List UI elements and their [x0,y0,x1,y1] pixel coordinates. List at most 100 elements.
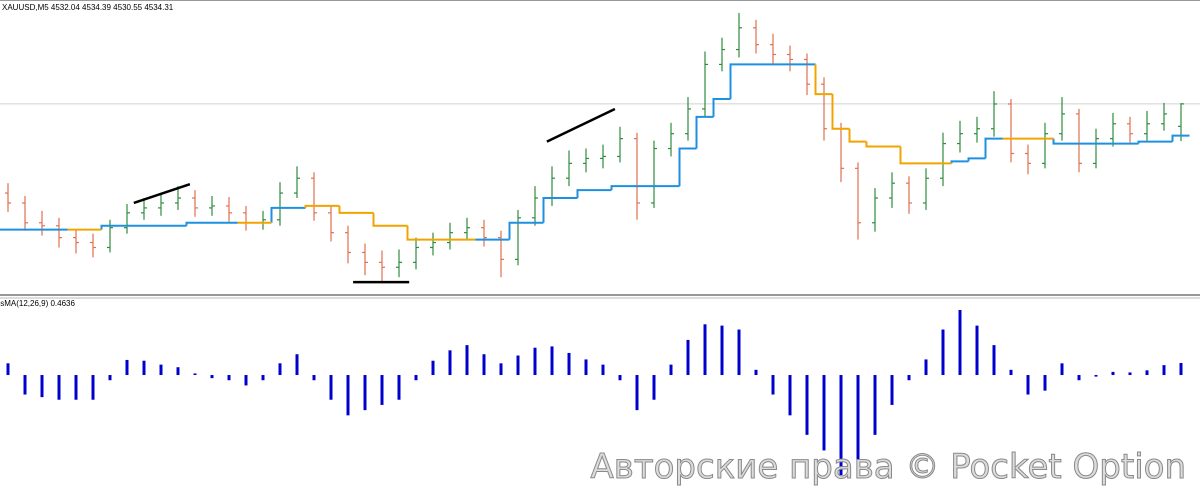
stop-line [610,185,629,191]
stop-line [338,205,357,214]
osma-bar [159,364,163,376]
osma-bar [380,375,384,405]
stop-line [695,115,714,149]
osma-bar [1145,370,1149,376]
osma-bar [465,345,469,376]
osma-bar [975,325,979,376]
stop-line [576,189,595,199]
osma-bar [6,363,10,376]
osma-bar [1077,375,1081,381]
osma-bar [720,325,724,376]
osma-bar [261,375,265,381]
osma-bar [805,375,809,435]
stop-line [542,197,561,223]
osma-bar [907,375,911,381]
stop-line [729,63,748,100]
osma-bar [91,375,95,400]
osma-bar [652,375,656,400]
osma-bar [40,375,44,398]
osma-bar [958,310,962,376]
osma-bar [754,369,758,376]
osma-bar [1128,372,1132,376]
osma-bar [890,375,894,405]
osma-bar [346,375,350,416]
stop-line [185,221,204,226]
osma-bar [23,375,27,395]
trend-line [546,107,616,143]
osma-bar [414,375,418,381]
stop-line [100,224,119,230]
stop-line [814,64,833,96]
osma-header: OsMA(12,26,9) 0.4636 [0,299,75,308]
osma-bar [210,375,214,379]
stop-line [1052,138,1071,145]
stop-line [1137,140,1156,144]
osma-bar [244,375,248,386]
osma-bar [533,347,537,376]
osma-bar [1026,375,1030,395]
osma-bar [686,339,690,376]
osma-bar [703,324,707,376]
osma-bar [499,363,503,376]
price-panel [0,12,1200,284]
osma-bar [856,375,860,460]
osma-bar [635,375,639,411]
osma-bar [584,359,588,376]
osma-bar [550,346,554,376]
osma-bar [57,375,61,400]
osma-bar [941,329,945,376]
osma-bar [1094,375,1098,377]
osma-bar [193,373,197,376]
osma-bar [924,359,928,376]
stop-line [372,212,391,227]
osma-bar [431,360,435,376]
osma-bar [737,329,741,376]
stop-line [678,147,697,187]
osma-bar [771,375,775,395]
stop-line [899,146,918,165]
watermark: Авторские права © Pocket Option [591,447,1186,487]
stop-line [712,98,731,117]
stop-line [865,141,884,148]
osma-bar [1009,369,1013,376]
stop-line [967,157,986,162]
osma-bar [227,375,231,381]
osma-bar [873,375,877,435]
trend-line [133,182,191,205]
osma-bar [601,364,605,376]
osma-bar [448,350,452,376]
osma-bar [839,375,843,476]
osma-bar [125,359,129,376]
stop-line [831,94,850,130]
stop-line [406,225,425,241]
osma-bar [397,375,401,400]
osma-bar [1060,363,1064,376]
stop-line [270,206,289,223]
osma-bar [176,367,180,376]
osma-bar [363,375,367,411]
osma-bar [1179,362,1183,376]
osma-bar [516,355,520,376]
stop-line [1171,134,1190,142]
osma-bar [567,352,571,376]
stop-line [508,221,527,240]
osma-bar [482,354,486,376]
stop-line [304,204,323,208]
osma-bar [108,375,112,381]
osma-bar [74,375,78,400]
osma-bar [1043,375,1047,391]
osma-bar [295,354,299,376]
stop-line [848,128,867,143]
stop-line [984,137,1003,159]
osma-panel [6,310,1183,476]
osma-bar [312,375,316,381]
osma-bar [142,360,146,376]
osma-bar [1162,365,1166,376]
osma-bar [669,364,673,376]
price-header: XAUUSD,M5 4532.04 4534.39 4530.55 4534.3… [2,3,174,12]
osma-bar [788,375,792,416]
osma-bar [329,375,333,400]
osma-bar [618,375,622,381]
